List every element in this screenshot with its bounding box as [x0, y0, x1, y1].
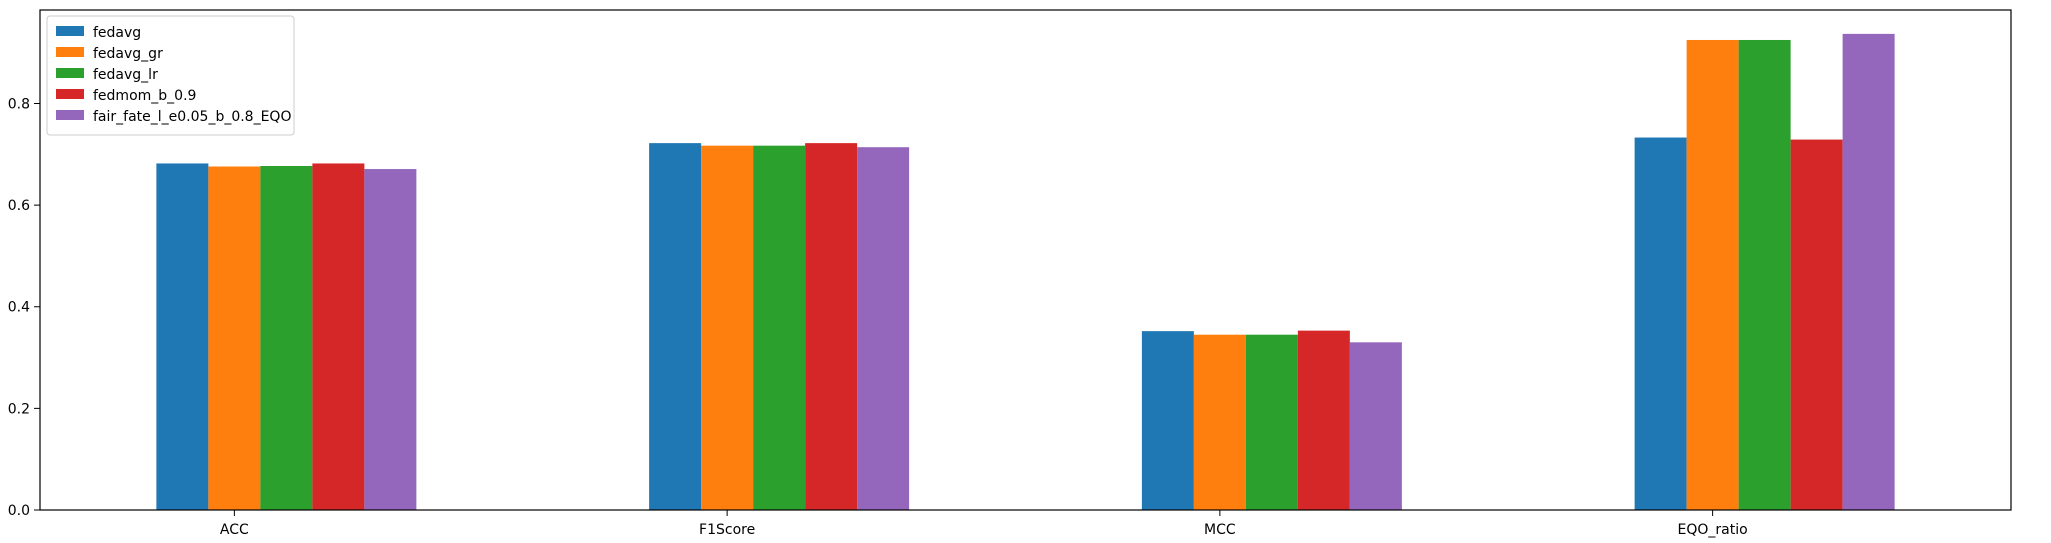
bar-fedmom_b_0.9-MCC: [1297, 330, 1350, 510]
bar-fedavg-MCC: [1141, 331, 1194, 510]
bar-fedavg_lr-EQO_ratio: [1738, 39, 1791, 510]
x-axis: ACC F1Score MCC EQO_ratio: [220, 510, 1748, 538]
legend-label-fedavg_lr: fedavg_lr: [93, 67, 158, 83]
bar-fedavg_lr-MCC: [1245, 334, 1298, 510]
y-tick-label: 0.8: [8, 96, 30, 112]
bar-fedavg-F1Score: [649, 143, 702, 511]
bar-fedavg-ACC: [156, 163, 209, 510]
legend-swatch-fedmom_b_0.9: [56, 89, 84, 99]
legend-box: [46, 15, 295, 136]
bar-fedmom_b_0.9-EQO_ratio: [1790, 139, 1843, 510]
bar-fedmom_b_0.9-ACC: [312, 163, 365, 510]
bar-fedavg_gr-F1Score: [701, 145, 754, 511]
legend-swatch-fedavg_gr: [56, 47, 84, 57]
legend-swatch-fedavg_lr: [56, 68, 84, 78]
x-tick-label: MCC: [1204, 522, 1236, 538]
legend-label-fedavg_gr: fedavg_gr: [93, 46, 163, 62]
legend-label-fedavg: fedavg: [93, 25, 141, 41]
bar-fedmom_b_0.9-F1Score: [805, 143, 858, 511]
bar-fedavg_lr-F1Score: [753, 145, 806, 511]
y-tick-label: 0.0: [8, 503, 30, 519]
bar-fedavg_lr-ACC: [260, 165, 313, 510]
bar-fair_fate_l_e0.05_b_0.8_EQO-MCC: [1349, 342, 1402, 510]
x-tick-label: F1Score: [699, 522, 755, 538]
legend-swatch-fedavg: [56, 26, 84, 36]
plot-frame: [39, 9, 2012, 511]
bar-fedavg_gr-ACC: [208, 166, 261, 510]
legend-label-fedmom_b_0.9: fedmom_b_0.9: [93, 88, 196, 104]
bar-fair_fate_l_e0.05_b_0.8_EQO-EQO_ratio: [1842, 33, 1895, 511]
legend-swatch-fair_fate_l_e0.05_b_0.8_EQO: [56, 110, 84, 120]
y-tick-label: 0.6: [8, 198, 30, 214]
x-tick-label: EQO_ratio: [1678, 522, 1748, 538]
legend: fedavg fedavg_gr fedavg_lr fedmom_b_0.9fair…: [46, 15, 295, 136]
bar-fair_fate_l_e0.05_b_0.8_EQO-ACC: [364, 169, 417, 510]
bars-layer: [156, 33, 1895, 511]
bar-fedavg-EQO_ratio: [1634, 137, 1687, 510]
x-tick-label: ACC: [220, 522, 249, 538]
y-tick-label: 0.4: [8, 300, 30, 316]
y-tick-label: 0.2: [8, 401, 30, 417]
y-axis: 0.0 0.2 0.4 0.6 0.8: [8, 96, 40, 519]
bar-fair_fate_l_e0.05_b_0.8_EQO-F1Score: [857, 147, 910, 510]
legend-label-fair_fate_l_e0.05_b_0.8_EQO: fair_fate_l_e0.05_b_0.8_EQO: [93, 109, 291, 125]
bar-fedavg_gr-EQO_ratio: [1686, 39, 1739, 510]
bar-fedavg_gr-MCC: [1193, 334, 1246, 510]
